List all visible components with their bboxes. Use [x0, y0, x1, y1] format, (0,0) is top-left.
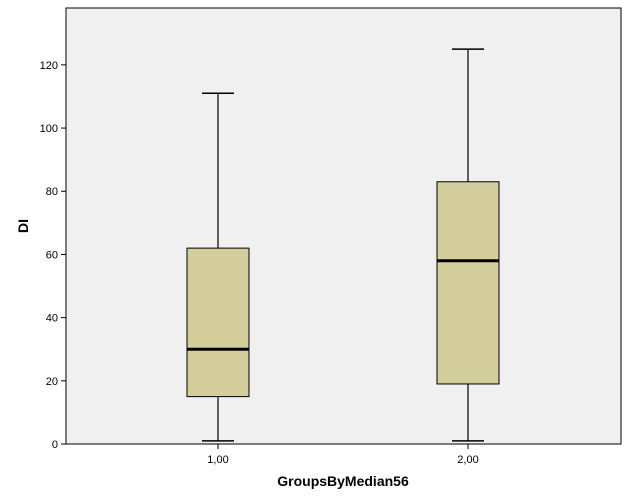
y-axis: 0 20 40 60 80 100 120	[40, 60, 66, 451]
box-group	[186, 92, 250, 442]
y-axis-title: DI	[15, 219, 31, 233]
y-tick-label: 60	[46, 249, 58, 261]
x-axis: 1,00 2,00	[207, 444, 479, 466]
x-tick-label: 2,00	[457, 454, 478, 466]
x-axis-title: GroupsByMedian56	[277, 473, 409, 489]
y-tick-label: 100	[40, 123, 58, 135]
y-tick-label: 120	[40, 60, 58, 72]
x-tick-label: 1,00	[207, 454, 228, 466]
boxes-group	[186, 48, 500, 442]
iqr-box	[436, 181, 500, 385]
y-tick-label: 80	[46, 186, 58, 198]
y-tick-label: 20	[46, 376, 58, 388]
box-group	[436, 48, 500, 442]
iqr-box	[186, 247, 250, 398]
y-tick-label: 40	[46, 313, 58, 325]
plot-area	[65, 7, 622, 445]
y-tick-label: 0	[52, 439, 58, 451]
